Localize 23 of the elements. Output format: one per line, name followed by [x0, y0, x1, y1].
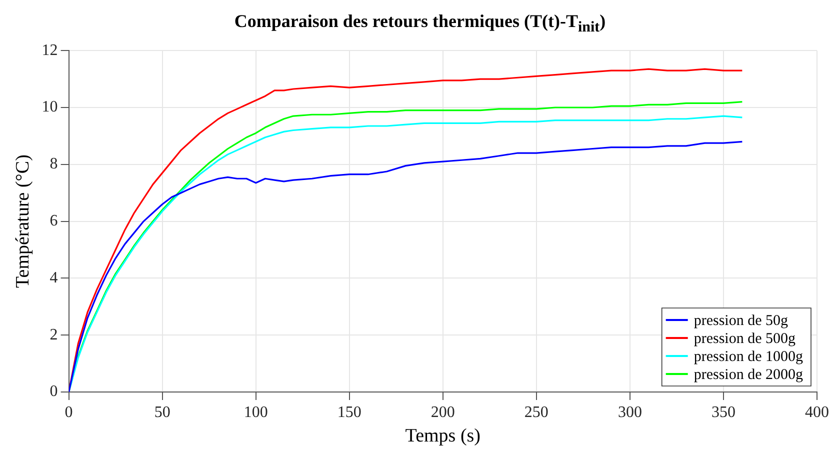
x-tick-label: 100 [244, 404, 268, 421]
x-tick-label: 50 [154, 404, 170, 421]
y-tick-label: 10 [42, 98, 58, 116]
chart-title: Comparaison des retours thermiques (T(t)-T$_{init}$) [233, 10, 607, 38]
x-tick-label: 200 [430, 404, 455, 421]
y-tick-label: 12 [42, 42, 58, 59]
y-tick-label: 6 [50, 212, 58, 230]
y-axis-title: Température (°C) [12, 154, 34, 288]
legend-label: pression de 50g [694, 312, 788, 329]
y-tick-label: 8 [50, 156, 58, 173]
x-tick-label: 350 [711, 404, 736, 421]
legend-label: pression de 1000g [694, 348, 804, 365]
y-tick-label: 4 [50, 269, 58, 286]
y-tick-label: 2 [50, 326, 58, 344]
x-tick-label: 400 [805, 404, 829, 421]
y-tick-label: 0 [50, 383, 58, 400]
legend-label: pression de 500g [694, 330, 796, 347]
legend-label: pression de 2000g [694, 366, 804, 383]
x-tick-label: 250 [524, 404, 548, 421]
x-tick-label: 0 [64, 404, 73, 421]
x-tick-label: 150 [337, 404, 362, 421]
x-axis-title: Temps (s) [405, 426, 480, 447]
x-tick-label: 300 [618, 404, 642, 421]
